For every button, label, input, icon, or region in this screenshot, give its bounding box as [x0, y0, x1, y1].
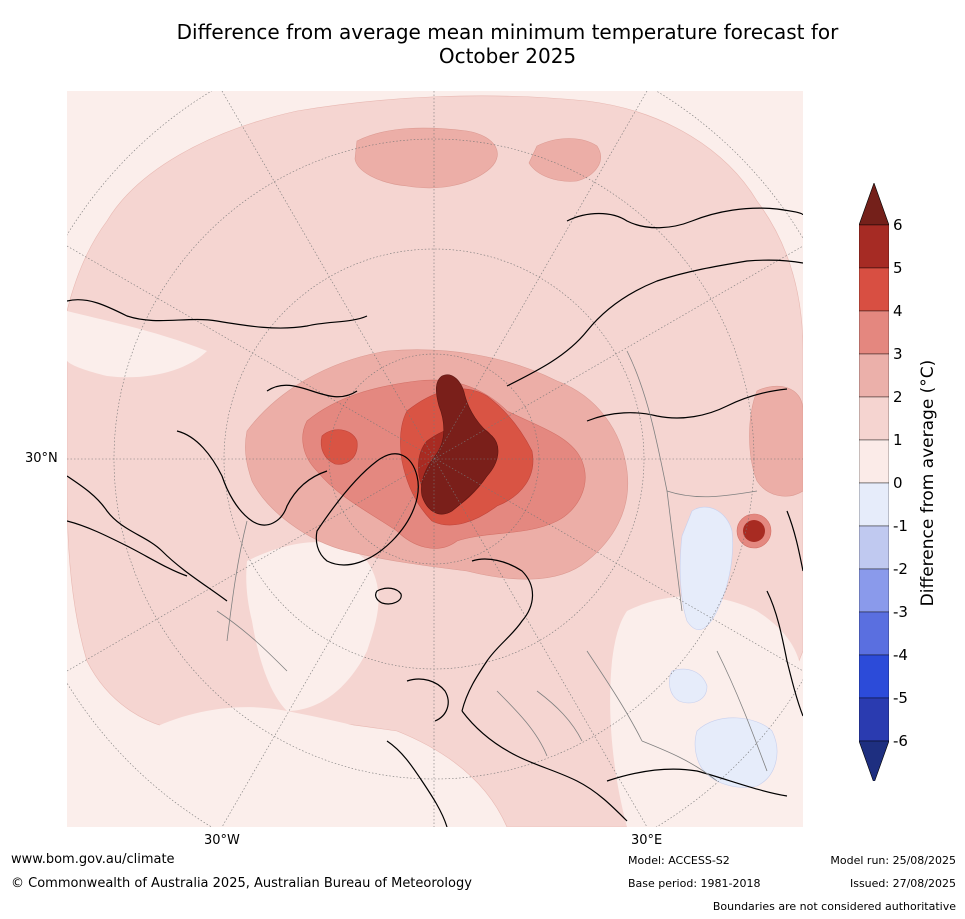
- cool-anomaly-central-asia: [679, 506, 733, 630]
- anomaly-light-gap-atlantic: [246, 542, 379, 711]
- website-link[interactable]: www.bom.gov.au/climate: [11, 852, 175, 867]
- anomaly-2-3-arctic-ocean-a: [354, 127, 498, 189]
- colorbar-label: Difference from average (°C): [918, 359, 938, 607]
- model-text: Model: ACCESS-S2: [628, 854, 730, 867]
- colorbar-tick-label: -4: [893, 646, 908, 664]
- issued-text: Issued: 27/08/2025: [849, 877, 956, 890]
- lon-label-30w: 30°W: [204, 833, 240, 848]
- forecast-map: [67, 91, 803, 827]
- title-line-2: October 2025: [438, 44, 577, 68]
- colorbar-svg: [858, 182, 890, 784]
- colorbar-band: [858, 482, 890, 527]
- colorbar-tick-label: -5: [893, 689, 908, 707]
- colorbar-band: [858, 310, 890, 355]
- base-period-text: Base period: 1981-2018: [628, 877, 761, 890]
- colorbar-band: [858, 267, 890, 312]
- colorbar-tick-label: -2: [893, 560, 908, 578]
- colorbar-band: [858, 439, 890, 484]
- colorbar-tick-label: 2: [893, 388, 903, 406]
- colorbar-tick-label: 0: [893, 474, 903, 492]
- map-svg: [67, 91, 803, 827]
- model-run-text: Model run: 25/08/2025: [830, 854, 956, 867]
- lat-label-30n: 30°N: [25, 451, 58, 466]
- colorbar: [858, 182, 890, 784]
- colorbar-tick-label: -3: [893, 603, 908, 621]
- copyright-text: © Commonwealth of Australia 2025, Austra…: [11, 876, 472, 891]
- colorbar-band: [858, 697, 890, 742]
- colorbar-tick-label: -6: [893, 732, 908, 750]
- title-line-1: Difference from average mean minimum tem…: [176, 20, 839, 44]
- anomaly-2-3-east-asia: [749, 385, 803, 497]
- colorbar-band: [858, 353, 890, 398]
- colorbar-tick-label: 5: [893, 259, 903, 277]
- colorbar-band: [858, 611, 890, 656]
- colorbar-tick-label: 6: [893, 216, 903, 234]
- cool-anomaly-patch: [669, 668, 708, 704]
- colorbar-band: [858, 396, 890, 441]
- colorbar-tick-label: -1: [893, 517, 908, 535]
- colorbar-tick-label: 1: [893, 431, 903, 449]
- anomaly-light-gap-south: [67, 707, 447, 827]
- map-title: Difference from average mean minimum tem…: [0, 20, 965, 68]
- colorbar-tick-label: 4: [893, 302, 903, 320]
- colorbar-extend-high: [858, 182, 890, 226]
- colorbar-band: [858, 568, 890, 613]
- disclaimer-text: Boundaries are not considered authoritat…: [712, 900, 956, 913]
- anomaly-light-gap-west: [67, 311, 207, 378]
- colorbar-band: [858, 224, 890, 269]
- anomaly-light-gap-east: [610, 596, 803, 827]
- anomaly-hotspot-asia-core: [743, 520, 765, 542]
- country-borders: [216, 350, 768, 782]
- colorbar-tick-label: 3: [893, 345, 903, 363]
- anomaly-2-3-arctic-ocean-b: [528, 138, 601, 182]
- colorbar-band: [858, 654, 890, 699]
- colorbar-band: [858, 525, 890, 570]
- coastlines: [67, 207, 803, 827]
- lon-label-30e: 30°E: [631, 833, 663, 848]
- anomaly-extreme-core: [421, 374, 499, 515]
- colorbar-extend-low: [858, 740, 890, 784]
